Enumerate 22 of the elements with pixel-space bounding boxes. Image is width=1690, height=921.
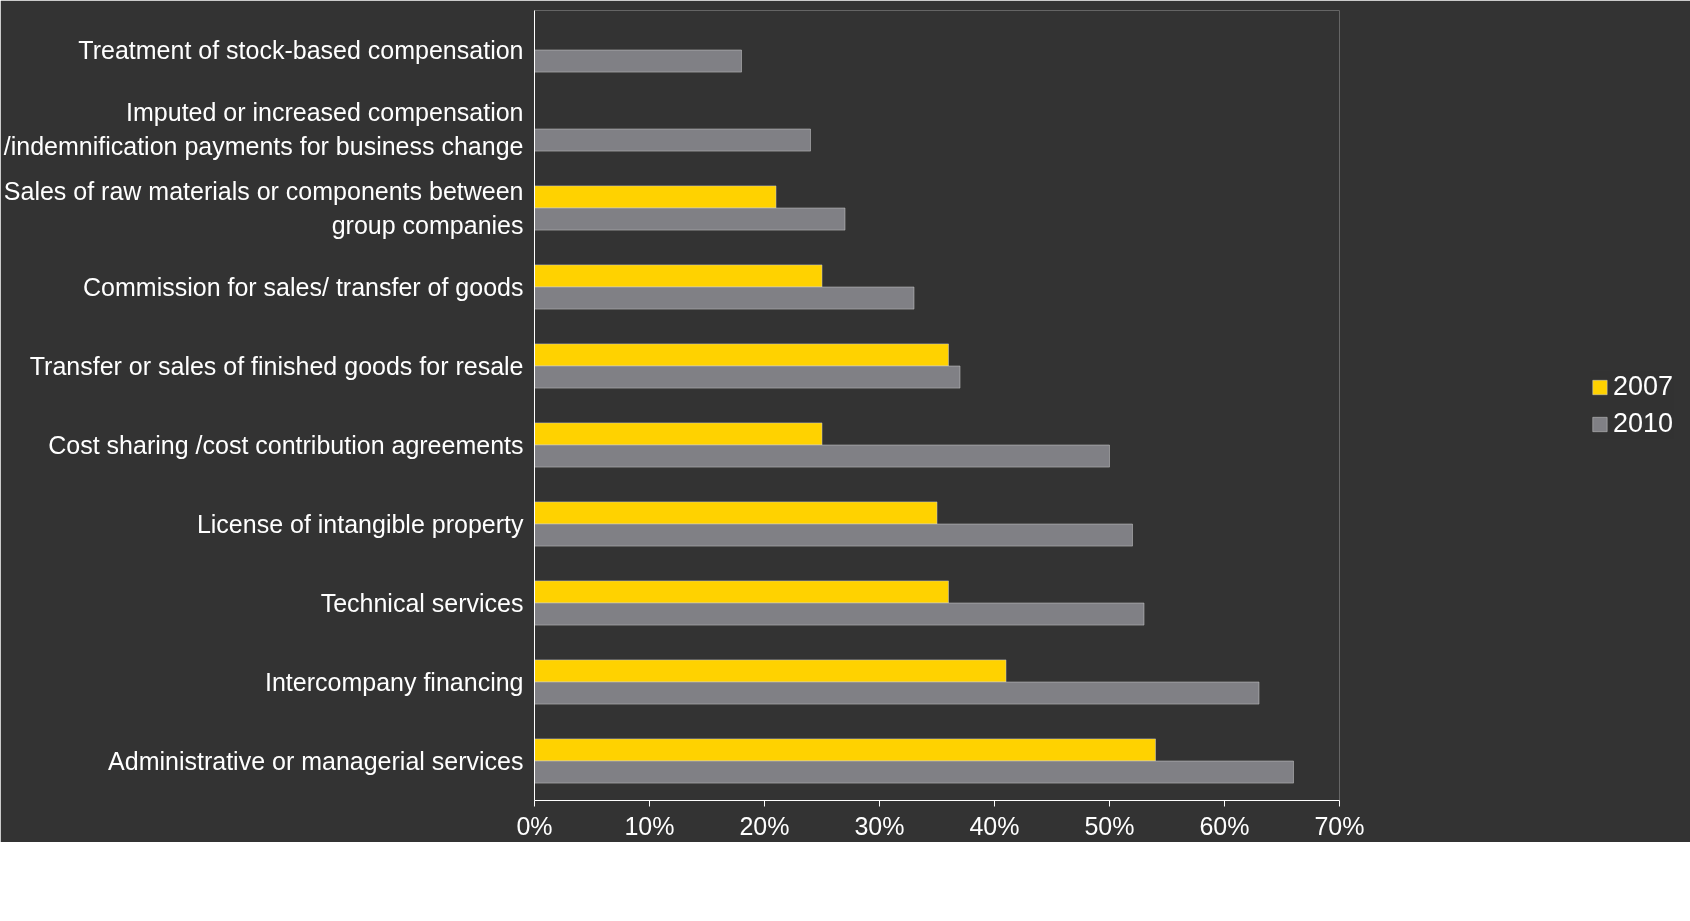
x-tick-label: 70%	[1314, 811, 1365, 840]
y-tick-label: Administrative or managerial services	[108, 747, 524, 775]
x-tick-label: 50%	[1084, 811, 1135, 840]
bar	[534, 49, 742, 73]
x-tick-label: 0%	[516, 811, 553, 840]
y-tick-label: Transfer or sales of finished goods for resale	[29, 352, 524, 380]
y-tick-label: Commission for sales/ transfer of goods	[83, 273, 524, 301]
y-tick-label: Treatment of stock-based compensation	[78, 36, 524, 64]
x-tick-label: 10%	[624, 811, 675, 840]
y-tick-label: Sales of raw materials or components between group companies	[3, 177, 524, 239]
y-tick-label: Intercompany financing	[265, 668, 524, 696]
x-tick-label: 20%	[739, 811, 790, 840]
y-tick-label: License of intangible property	[196, 510, 524, 538]
x-tick-label: 30%	[854, 811, 905, 840]
x-tick-label: 60%	[1199, 811, 1250, 840]
y-tick-label: Technical services	[320, 589, 524, 617]
x-tick-label: 40%	[969, 811, 1020, 840]
legend-label: 2010	[1612, 408, 1674, 439]
y-tick-label: Imputed or increased compensation /indemnification payments for business change	[3, 98, 524, 160]
bar	[534, 128, 811, 152]
legend-label: 2007	[1612, 371, 1674, 402]
y-tick-label: Cost sharing /cost contribution agreements	[48, 431, 524, 459]
